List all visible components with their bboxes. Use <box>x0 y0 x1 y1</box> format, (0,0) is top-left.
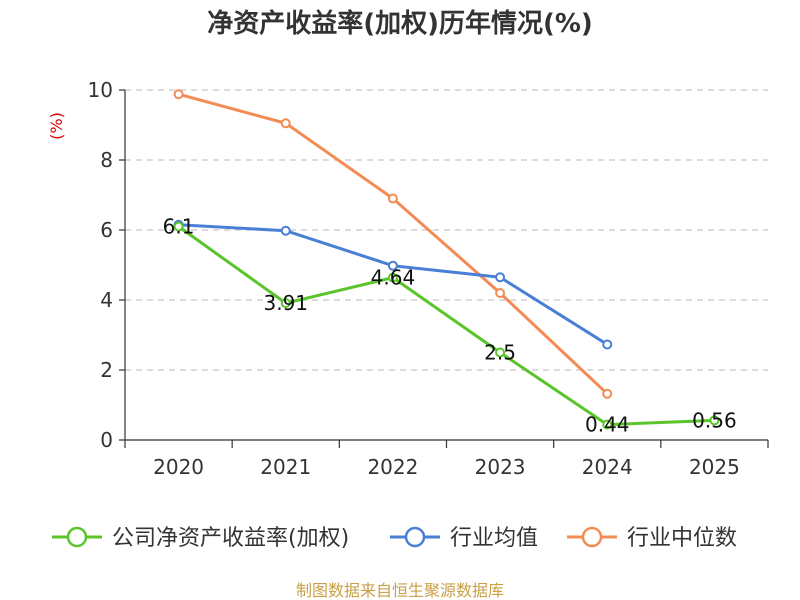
data-label: 0.44 <box>585 413 630 437</box>
data-label: 3.91 <box>263 291 308 315</box>
y-tick-label: 2 <box>100 358 113 382</box>
data-point <box>495 347 506 358</box>
series-group <box>173 89 720 430</box>
data-label: 0.56 <box>692 408 737 432</box>
data-point <box>602 419 613 430</box>
y-tick-label: 6 <box>100 218 113 242</box>
legend-marker <box>581 526 603 548</box>
axes: 0 2 4 6 8 10 2020 2021 2022 2023 2024 2025 <box>88 78 769 479</box>
chart-title: 净资产收益率(加权)历年情况(%) <box>207 8 593 39</box>
legend: 公司净资产收益率(加权) 行业均值 行业中位数 <box>52 526 737 551</box>
y-tick-label: 8 <box>100 148 113 172</box>
series-line-1 <box>177 225 715 427</box>
data-point <box>495 288 506 298</box>
grid-lines <box>125 89 768 371</box>
legend-label: 行业均值 <box>450 526 538 551</box>
y-tick-label: 0 <box>100 428 113 452</box>
data-point <box>709 415 720 426</box>
data-point <box>280 225 291 236</box>
x-tick-label: 2025 <box>689 455 740 479</box>
data-point <box>602 339 613 350</box>
data-point <box>280 118 291 129</box>
x-tick-label: 2022 <box>367 455 418 479</box>
data-label: 4.64 <box>371 266 416 290</box>
data-label: 6.1 <box>163 215 195 239</box>
y-tick-label: 4 <box>100 288 113 312</box>
x-tick-label: 2023 <box>475 455 526 479</box>
data-point <box>387 272 398 283</box>
source-note: 制图数据来自恒生聚源数据库 <box>296 581 504 600</box>
data-labels: 6.1 3.91 4.64 2.5 0.44 0.56 <box>163 215 737 437</box>
data-point <box>602 388 613 399</box>
data-point <box>387 260 398 271</box>
data-point <box>173 221 184 232</box>
data-point <box>495 272 506 283</box>
legend-marker <box>66 526 88 548</box>
x-tick-label: 2024 <box>582 455 633 479</box>
data-point <box>173 89 184 100</box>
data-label: 2.5 <box>484 341 516 365</box>
x-tick-label: 2020 <box>153 455 204 479</box>
x-tick-label: 2021 <box>260 455 311 479</box>
y-axis-unit-label: (%) <box>47 112 66 140</box>
data-point <box>387 193 398 204</box>
data-point <box>280 298 291 309</box>
y-tick-label: 10 <box>88 78 113 102</box>
series-line-3 <box>178 92 609 395</box>
legend-label: 行业中位数 <box>627 526 737 551</box>
legend-label: 公司净资产收益率(加权) <box>112 526 349 551</box>
legend-marker <box>404 526 426 548</box>
